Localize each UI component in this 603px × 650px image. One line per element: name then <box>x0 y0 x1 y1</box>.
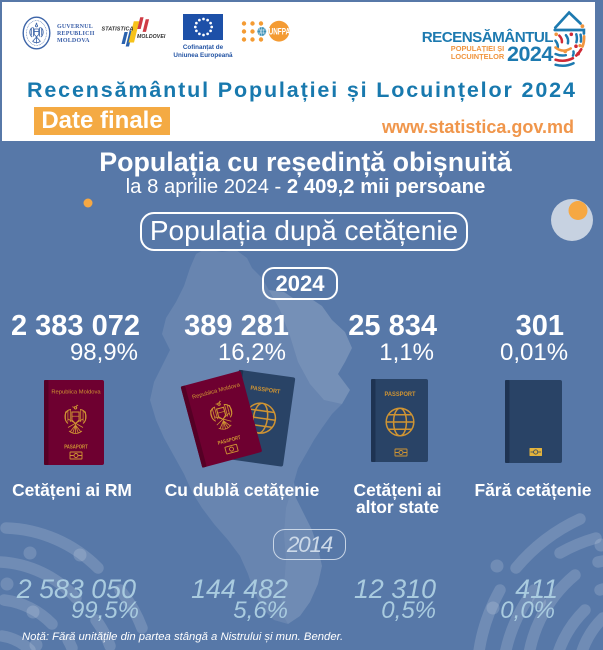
svg-text:PASSPORT: PASSPORT <box>385 392 416 398</box>
svg-text:Republica Moldova: Republica Moldova <box>51 390 101 396</box>
svg-text:PASSPORT: PASSPORT <box>250 386 281 396</box>
svg-text:PASAPORT: PASAPORT <box>64 445 88 451</box>
svg-text:STATISTICA: STATISTICA <box>102 27 134 33</box>
svg-text:UNFPA: UNFPA <box>269 27 291 38</box>
svg-text:MOLDOVEI: MOLDOVEI <box>137 34 166 40</box>
